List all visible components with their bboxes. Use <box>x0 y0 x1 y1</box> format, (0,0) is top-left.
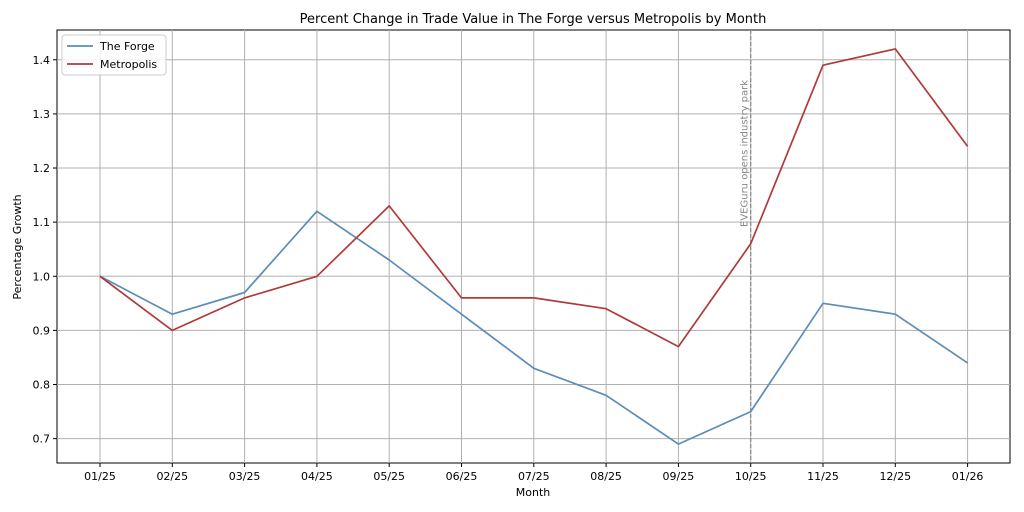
x-tick-label: 03/25 <box>229 470 261 483</box>
x-tick-label: 01/25 <box>84 470 116 483</box>
x-axis-label: Month <box>516 486 551 499</box>
x-tick-label: 06/25 <box>446 470 478 483</box>
legend-label: Metropolis <box>100 58 157 71</box>
y-tick-label: 0.9 <box>33 324 51 337</box>
y-tick-label: 1.3 <box>33 108 51 121</box>
series-lines <box>99 48 969 445</box>
y-tick-label: 1.2 <box>33 162 51 175</box>
annotation: EVEGuru opens industry park <box>740 30 752 463</box>
x-tick-label: 01/26 <box>952 470 984 483</box>
y-tick-label: 1.0 <box>33 270 51 283</box>
x-tick-labels: 01/25 02/25 03/25 04/25 05/25 06/25 07/25 08/25… <box>84 463 983 483</box>
legend-label: The Forge <box>99 40 155 53</box>
annotation-label: EVEGuru opens industry park <box>740 80 751 227</box>
y-tick-labels: 0.7 0.8 0.9 1.0 1.1 1.2 1.3 1.4 <box>33 54 57 446</box>
x-tick-label: 07/25 <box>518 470 550 483</box>
grid-lines <box>57 30 1010 463</box>
chart-title: Percent Change in Trade Value in The For… <box>300 12 767 27</box>
legend-box <box>61 34 167 76</box>
x-tick-label: 04/25 <box>301 470 333 483</box>
x-tick-label: 08/25 <box>590 470 622 483</box>
x-tick-label: 09/25 <box>663 470 695 483</box>
y-tick-label: 0.7 <box>33 433 51 446</box>
x-tick-label: 11/25 <box>807 470 839 483</box>
y-tick-label: 0.8 <box>33 379 51 392</box>
y-tick-label: 1.1 <box>33 216 51 229</box>
x-tick-label: 05/25 <box>373 470 405 483</box>
x-tick-label: 02/25 <box>156 470 188 483</box>
y-tick-label: 1.4 <box>33 54 51 67</box>
legend: The Forge Metropolis <box>61 34 167 76</box>
series-line-the-forge <box>99 210 969 445</box>
x-tick-label: 10/25 <box>735 470 767 483</box>
x-tick-label: 12/25 <box>879 470 911 483</box>
plot-area: EVEGuru opens industry park 01/25 02/25 03… <box>33 29 1011 483</box>
series-line-metropolis <box>99 48 969 348</box>
y-axis-label: Percentage Growth <box>11 194 24 299</box>
